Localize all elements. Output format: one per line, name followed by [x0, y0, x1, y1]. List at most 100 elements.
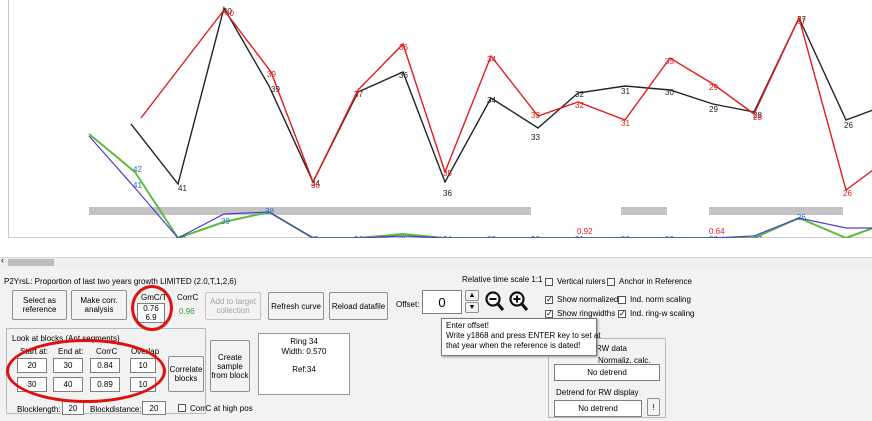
- block2-end-input[interactable]: 40: [53, 377, 83, 392]
- red-point-label: 37: [797, 17, 806, 26]
- show-ringwidths-label: Show ringwidths: [557, 309, 616, 318]
- block2-overlap-input[interactable]: 10: [130, 377, 156, 392]
- rw-point-label: 34: [443, 235, 452, 238]
- blocklength-label: Blocklength:: [17, 405, 61, 414]
- ind-norm-scaling-label: Ind. norm scaling: [630, 295, 691, 304]
- vertical-rulers-checkbox[interactable]: [545, 278, 553, 286]
- blockdistance-input[interactable]: 20: [142, 401, 166, 415]
- offset-tooltip: Enter offset! Write y1868 and press ENTE…: [441, 318, 601, 356]
- measure-title: P2YrsL: Proportion of last two years gro…: [4, 277, 237, 286]
- rw-point-label: 27: [753, 235, 762, 238]
- red-point-label: 40: [225, 9, 234, 18]
- block1-overlap-input[interactable]: 10: [130, 358, 156, 373]
- offset-spin-down-button[interactable]: ▼: [465, 302, 479, 313]
- segment-bar-2: [709, 207, 843, 215]
- ring-info-box: Ring 34 Width: 0.570 Ref:34: [258, 333, 350, 395]
- black-point-label: 36: [399, 71, 408, 80]
- black-point-label: 37: [354, 90, 363, 99]
- block1-start-input[interactable]: 20: [17, 358, 47, 373]
- show-normalized-checkbox[interactable]: ✓: [545, 295, 553, 304]
- make-corr-analysis-button[interactable]: Make corr. analysis: [71, 290, 127, 320]
- detrend-warning-button[interactable]: !: [647, 398, 660, 416]
- rw-point-label: 42: [133, 165, 142, 174]
- rw-point-label: 41: [133, 181, 142, 190]
- tooltip-line-3: that year when the reference is dated!: [446, 341, 581, 350]
- zoom-in-icon[interactable]: [508, 290, 530, 314]
- refresh-curve-button[interactable]: Refresh curve: [268, 292, 324, 320]
- detrend-norm-select[interactable]: No detrend: [554, 364, 660, 381]
- show-ringwidths-checkbox[interactable]: ✓: [545, 309, 553, 318]
- block1-end-input[interactable]: 30: [53, 358, 83, 373]
- time-scale-label: Relative time scale 1:1: [462, 275, 543, 284]
- ratio-label: 0.92: [577, 227, 593, 236]
- blue-series-line: [88, 135, 872, 238]
- rw-point-label: 39: [221, 217, 230, 226]
- select-as-reference-button[interactable]: Select as reference: [12, 290, 67, 320]
- ring-number: Ring 34: [290, 337, 318, 346]
- black-point-label: 28: [753, 111, 762, 120]
- add-to-target-collection-button[interactable]: Add to target collection: [205, 292, 261, 320]
- gmcvt-value-1: 0.76: [143, 304, 159, 313]
- rw-point-label: 36: [354, 235, 363, 238]
- rw-point-label: 29: [665, 235, 674, 238]
- blocklength-input[interactable]: 20: [62, 401, 84, 415]
- block2-start-input[interactable]: 30: [17, 377, 47, 392]
- block-corrc-label: CorrC: [96, 347, 118, 356]
- red-point-label: 36: [399, 43, 408, 52]
- ind-norm-scaling-checkbox[interactable]: [618, 296, 626, 304]
- red-point-label: 28: [753, 113, 762, 122]
- end-at-label: End at:: [58, 347, 84, 356]
- red-point-label: 32: [575, 101, 584, 110]
- gmcvt-value-box: 0.76 6.9: [137, 303, 165, 323]
- black-series-line: [130, 6, 872, 186]
- vertical-rulers-label: Vertical rulers: [557, 277, 606, 286]
- segment-bar-0: [89, 207, 531, 215]
- black-point-label: 40: [223, 7, 232, 16]
- rw-point-label: 40: [177, 235, 186, 238]
- black-point-label: 29: [709, 105, 718, 114]
- red-point-label: 31: [621, 119, 630, 128]
- green-series-line: [88, 133, 872, 238]
- corrc-top-value: 0.96: [179, 307, 195, 316]
- red-point-label: 35: [443, 169, 452, 178]
- black-point-label: 37: [797, 15, 806, 24]
- zoom-out-icon[interactable]: [484, 290, 506, 314]
- normaliz-calc-label: Normaliz. calc.: [598, 356, 651, 365]
- offset-spin-up-button[interactable]: ▲: [465, 290, 479, 301]
- ring-ref: Ref:34: [292, 365, 316, 374]
- reload-datafile-button[interactable]: Reload datafile: [329, 292, 388, 320]
- correlate-blocks-button[interactable]: Correlate blocks: [168, 356, 204, 392]
- gmcvt-value-2: 6.9: [145, 313, 157, 322]
- anchor-in-reference-checkbox[interactable]: [607, 278, 615, 286]
- offset-label: Offset:: [396, 300, 420, 309]
- scroll-left-arrow[interactable]: ‹: [1, 255, 4, 265]
- corrc-high-pos-label: CorrC at high pos: [190, 404, 253, 413]
- black-point-label: 30: [665, 88, 674, 97]
- ind-ringw-scaling-checkbox[interactable]: ✓: [618, 309, 626, 318]
- create-sample-from-block-button[interactable]: Create sample from block: [210, 340, 250, 392]
- rw-point-label: 33: [487, 235, 496, 238]
- rw-point-label: 38: [265, 207, 274, 216]
- black-point-label: 26: [844, 121, 853, 130]
- offset-input[interactable]: 0: [422, 290, 462, 314]
- scroll-thumb[interactable]: [8, 259, 54, 266]
- red-point-label: 35: [665, 57, 674, 66]
- start-at-label: Start at:: [20, 347, 49, 356]
- tooltip-line-1: Enter offset!: [446, 321, 489, 330]
- rw-point-label: 35: [399, 235, 408, 238]
- detrend-display-select[interactable]: No detrend: [554, 400, 642, 417]
- black-point-label: 33: [531, 133, 540, 142]
- red-series-line: [140, 8, 872, 192]
- chart-area[interactable]: 41 40 39 34 37 36 36 34 33 32 31 30 29 28 37 26 40 39 36 37…: [8, 0, 872, 238]
- anchor-in-reference-label: Anchor in Reference: [619, 277, 692, 286]
- red-point-label: 34: [487, 55, 496, 64]
- blockdistance-label: Blockdistance:: [90, 405, 142, 414]
- rw-data-label: RW data: [596, 344, 627, 353]
- ratio-label: 0.64: [709, 227, 725, 236]
- segment-bar-1: [621, 207, 667, 215]
- black-point-label: 32: [575, 90, 584, 99]
- rw-point-label: 37: [309, 235, 318, 238]
- corrc-high-pos-checkbox[interactable]: [178, 404, 186, 412]
- black-point-label: 36: [443, 189, 452, 198]
